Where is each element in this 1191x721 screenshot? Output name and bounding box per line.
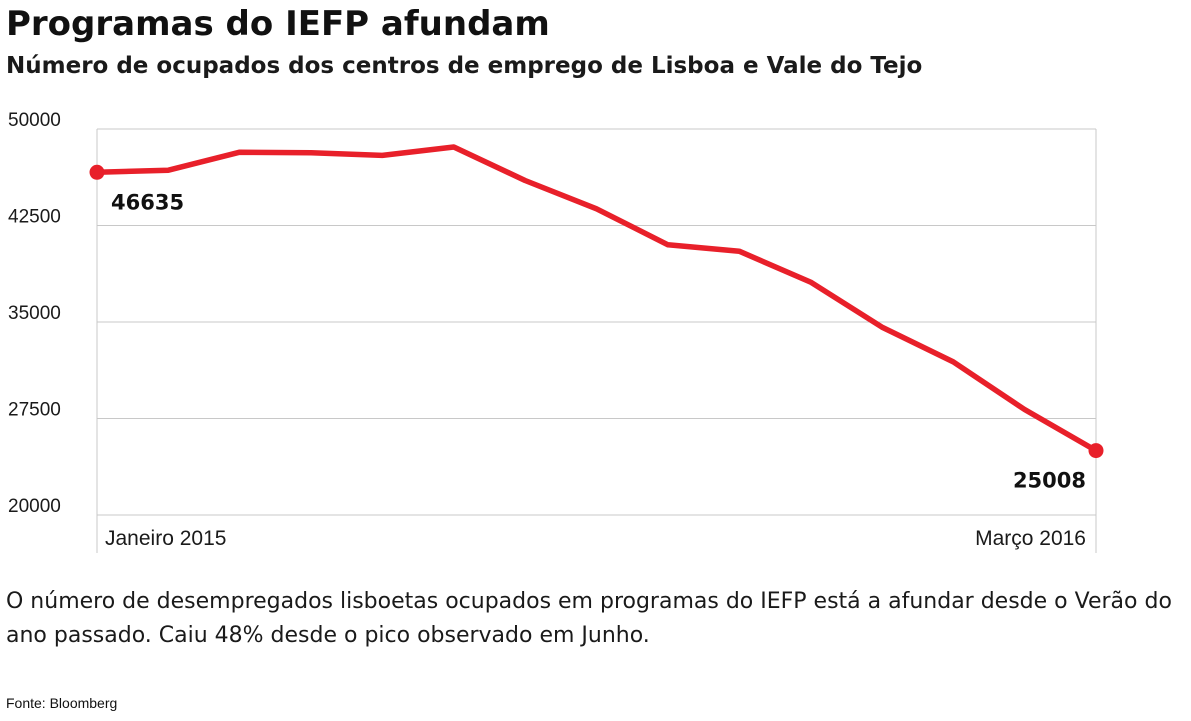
- y-tick-label: 50000: [8, 110, 61, 131]
- endpoint-marker: [1088, 443, 1104, 459]
- x-axis-ticks: Janeiro 2015 Março 2016: [105, 527, 1086, 550]
- grid-lines: [96, 128, 1097, 553]
- series-layer: [89, 144, 1104, 459]
- x-tick-label: Março 2016: [975, 527, 1086, 550]
- data-label: 25008: [1013, 469, 1086, 493]
- source-note: Fonte: Bloomberg: [6, 695, 118, 711]
- y-tick-label: 20000: [8, 496, 61, 517]
- y-tick-label: 42500: [8, 207, 61, 228]
- chart-title: Programas do IEFP afundam: [6, 4, 550, 44]
- endpoint-marker: [89, 164, 105, 180]
- line-chart: 20000 27500 35000 42500 50000 Janeiro 2015 Ma…: [8, 110, 1104, 553]
- y-tick-label: 27500: [8, 400, 61, 421]
- x-tick-label: Janeiro 2015: [105, 527, 226, 550]
- data-labels: 46635 25008: [111, 190, 1086, 492]
- chart-subtitle: Número de ocupados dos centros de empreg…: [6, 53, 923, 79]
- chart-caption: O número de desempregados lisboetas ocup…: [6, 589, 1172, 648]
- data-label: 46635: [111, 190, 184, 214]
- y-tick-label: 35000: [8, 303, 61, 324]
- y-axis-ticks: 20000 27500 35000 42500 50000: [8, 110, 61, 517]
- series-line: [94, 144, 1099, 454]
